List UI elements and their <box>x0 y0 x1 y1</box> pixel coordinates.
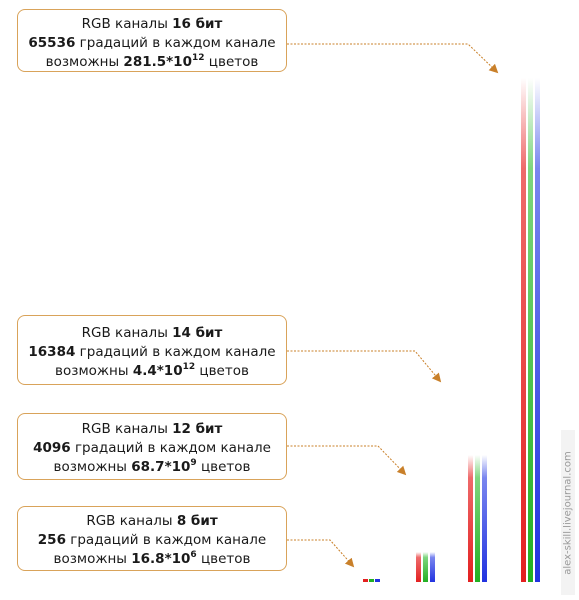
card-line-colors: возможны 68.7*109 цветов <box>53 458 251 476</box>
card-line-levels: 256 градаций в каждом канале <box>37 532 267 548</box>
bar-16-blue <box>535 78 540 582</box>
card-line-channels: RGB каналы 8 бит <box>86 513 218 529</box>
card-line-levels: 16384 градаций в каждом канале <box>28 344 276 360</box>
bar-12-red <box>416 552 421 582</box>
card-line-channels: RGB каналы 16 бит <box>81 16 223 32</box>
info-card-12bit: RGB каналы 12 бит 4096 градаций в каждом… <box>17 413 287 480</box>
bar-12-green <box>423 552 428 582</box>
arrow-12 <box>287 445 407 476</box>
watermark-text: alex-skill.livejournal.com <box>562 450 574 575</box>
card-line-colors: возможны 16.8*106 цветов <box>53 550 251 568</box>
bars-14bit <box>468 455 487 582</box>
bar-14-green <box>475 455 480 582</box>
arrow-8 <box>287 539 355 568</box>
watermark: alex-skill.livejournal.com <box>561 430 575 595</box>
info-card-8bit: RGB каналы 8 бит 256 градаций в каждом к… <box>17 506 287 571</box>
card-line-levels: 4096 градаций в каждом канале <box>33 440 271 456</box>
bars-12bit <box>416 552 435 582</box>
card-line-colors: возможны 4.4*1012 цветов <box>55 362 249 380</box>
bars-16bit <box>521 78 540 582</box>
bar-14-red <box>468 455 473 582</box>
info-card-16bit: RGB каналы 16 бит 65536 градаций в каждо… <box>17 9 287 72</box>
bar-12-blue <box>430 552 435 582</box>
arrow-14 <box>287 350 442 383</box>
bar-8-red <box>363 579 368 582</box>
bar-8-green <box>369 579 374 582</box>
card-line-channels: RGB каналы 14 бит <box>81 325 223 341</box>
bar-14-blue <box>482 455 487 582</box>
info-card-14bit: RGB каналы 14 бит 16384 градаций в каждо… <box>17 315 287 385</box>
card-line-levels: 65536 градаций в каждом канале <box>28 35 276 51</box>
card-line-channels: RGB каналы 12 бит <box>81 421 223 437</box>
bar-8-blue <box>375 579 380 582</box>
bars-8bit <box>363 579 380 582</box>
bar-16-red <box>521 78 526 582</box>
card-line-colors: возможны 281.5*1012 цветов <box>45 53 259 71</box>
bar-16-green <box>528 78 533 582</box>
arrow-16 <box>287 43 499 74</box>
